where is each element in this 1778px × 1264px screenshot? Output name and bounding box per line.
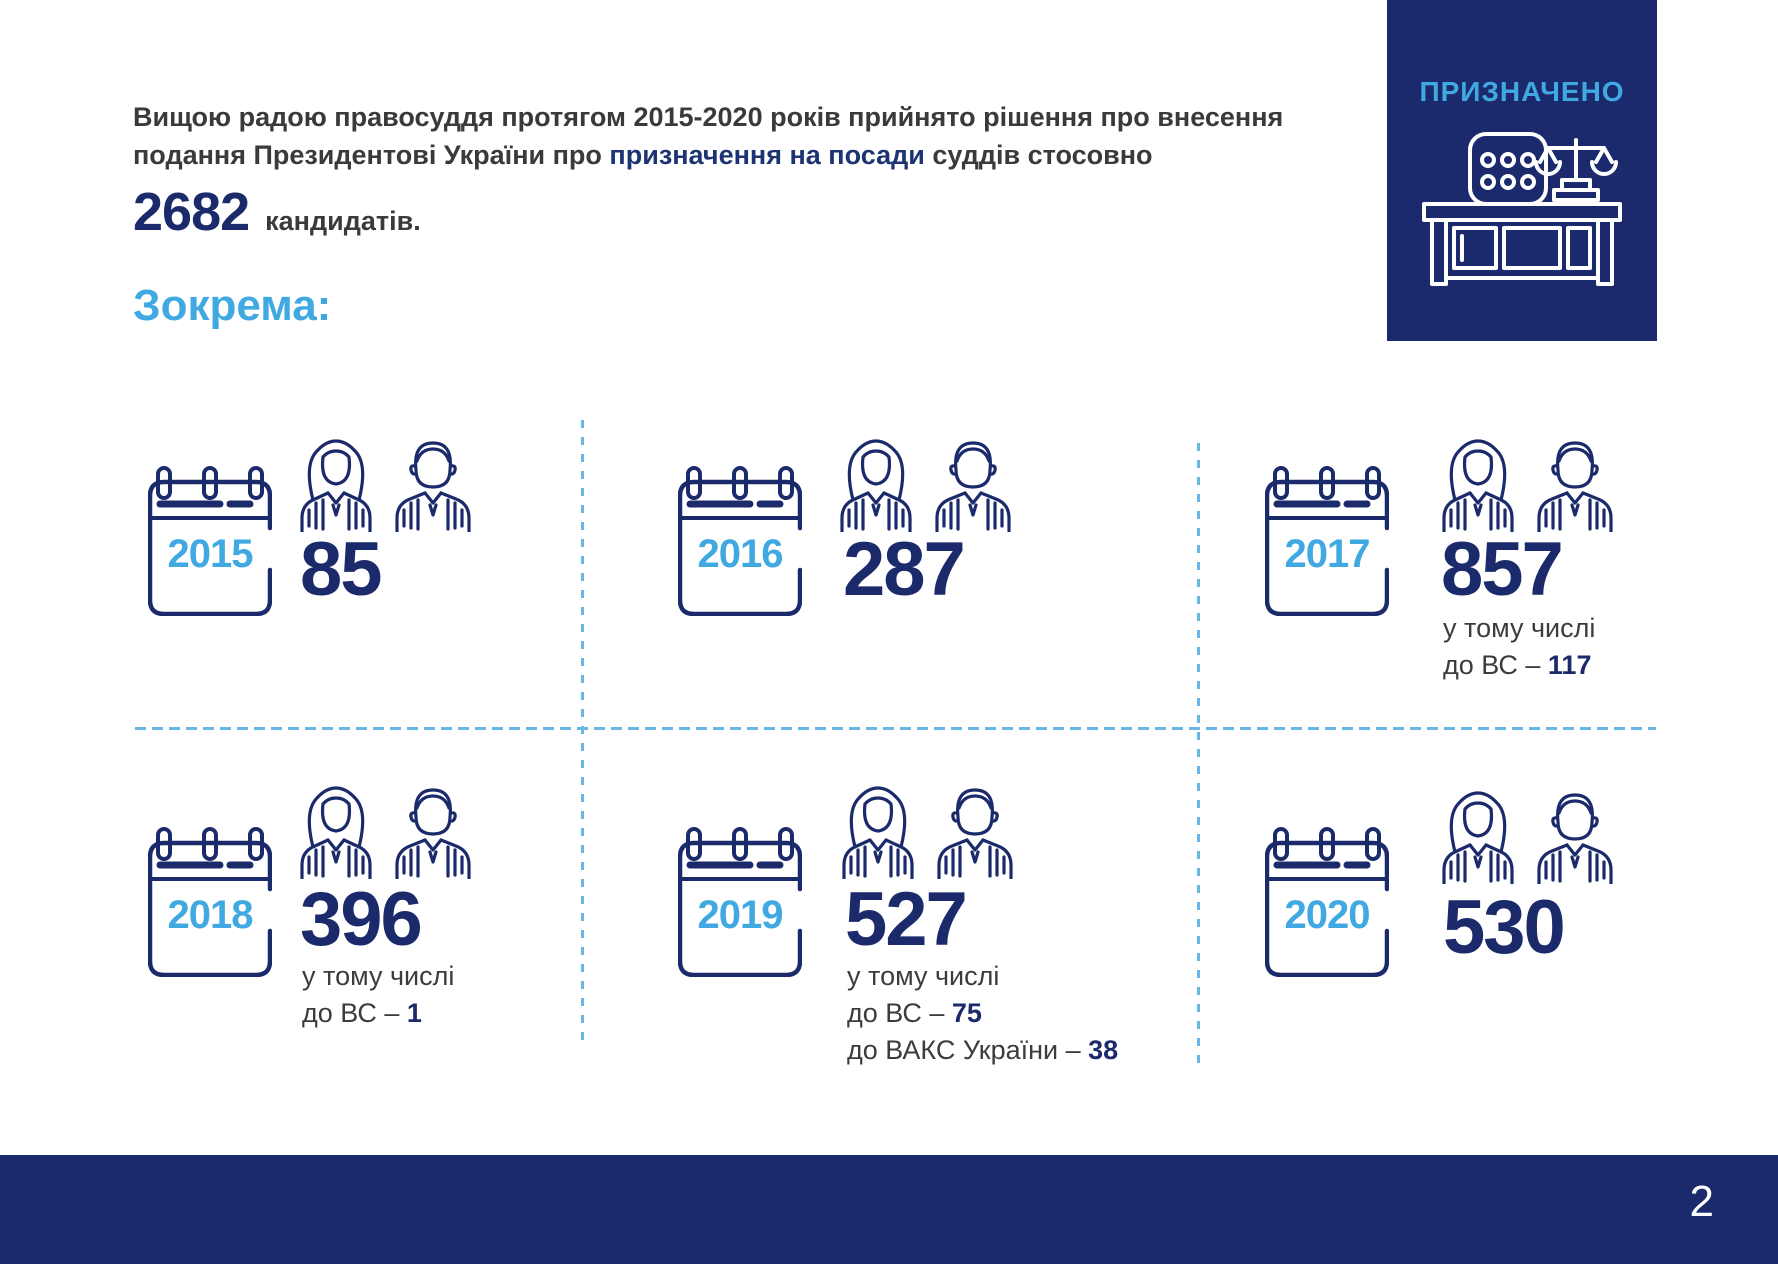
male-judge-icon bbox=[390, 783, 476, 879]
year-label: 2017 bbox=[1284, 532, 1371, 576]
judges-icons-2020 bbox=[1440, 788, 1618, 884]
intro-paragraph: Вищою радою правосуддя протягом 2015-202… bbox=[133, 98, 1373, 240]
details-2019: у тому числі до ВС – 75 до ВАКС України … bbox=[847, 958, 1118, 1069]
detail-line: до ВАКС України – 38 bbox=[847, 1035, 1119, 1065]
female-judge-icon bbox=[298, 438, 374, 532]
calendar-icon-2020: 2020 bbox=[1265, 827, 1389, 977]
calendar-icon-2018: 2018 bbox=[148, 827, 272, 977]
detail-line: до ВС – 117 bbox=[1443, 650, 1592, 680]
year-label: 2015 bbox=[167, 532, 254, 576]
total-row: 2682 кандидатів. bbox=[133, 184, 1373, 240]
calendar-icon-2015: 2015 bbox=[148, 466, 272, 616]
intro-line-2-suffix: суддів стосовно bbox=[924, 140, 1153, 170]
detail-line: до ВС – 1 bbox=[302, 998, 422, 1028]
year-label: 2016 bbox=[697, 532, 784, 576]
year-label: 2020 bbox=[1284, 893, 1371, 937]
judges-icons-2017 bbox=[1440, 436, 1618, 532]
calendar-icon-2017: 2017 bbox=[1265, 466, 1389, 616]
detail-line: у тому числі bbox=[847, 961, 1000, 991]
total-candidates-number: 2682 bbox=[133, 182, 250, 242]
female-judge-icon bbox=[840, 785, 916, 879]
divider-vertical-right bbox=[1197, 443, 1200, 1070]
appointed-badge: ПРИЗНАЧЕНО bbox=[1387, 0, 1657, 341]
year-label: 2018 bbox=[167, 893, 254, 937]
footer-bar: 2 bbox=[0, 1155, 1778, 1264]
count-2015: 85 bbox=[300, 527, 383, 612]
male-judge-icon bbox=[930, 436, 1016, 532]
intro-line-2-highlight: призначення на посади bbox=[609, 140, 925, 170]
intro-line-1: Вищою радою правосуддя протягом 2015-202… bbox=[133, 102, 1284, 132]
count-2019: 527 bbox=[845, 877, 968, 962]
male-judge-icon bbox=[932, 783, 1018, 879]
intro-line-2: подання Президентові України про признач… bbox=[133, 136, 1373, 174]
count-2020: 530 bbox=[1443, 885, 1566, 970]
appointed-badge-label: ПРИЗНАЧЕНО bbox=[1419, 76, 1625, 107]
divider-horizontal bbox=[135, 727, 1656, 730]
male-judge-icon bbox=[1532, 788, 1618, 884]
judges-icons-2015 bbox=[298, 436, 476, 532]
male-judge-icon bbox=[1532, 436, 1618, 532]
intro-line-2-prefix: подання Президентові України про bbox=[133, 140, 610, 170]
detail-line: до ВС – 75 bbox=[847, 998, 982, 1028]
page-number: 2 bbox=[1689, 1177, 1714, 1226]
judge-desk-scales-icon bbox=[1422, 130, 1622, 290]
year-label: 2019 bbox=[697, 893, 784, 937]
detail-line: у тому числі bbox=[302, 961, 455, 991]
details-2017: у тому числі до ВС – 117 bbox=[1443, 610, 1595, 684]
judges-icons-2018 bbox=[298, 783, 476, 879]
judges-icons-2016 bbox=[838, 436, 1016, 532]
calendar-icon-2019: 2019 bbox=[678, 827, 802, 977]
detail-line: у тому числі bbox=[1443, 613, 1596, 643]
count-2016: 287 bbox=[843, 527, 966, 612]
divider-vertical-left bbox=[581, 420, 584, 1045]
female-judge-icon bbox=[298, 785, 374, 879]
details-2018: у тому числі до ВС – 1 bbox=[302, 958, 454, 1032]
female-judge-icon bbox=[838, 438, 914, 532]
female-judge-icon bbox=[1440, 438, 1516, 532]
count-2018: 396 bbox=[300, 877, 423, 962]
female-judge-icon bbox=[1440, 790, 1516, 884]
count-2017: 857 bbox=[1441, 527, 1564, 612]
judges-icons-2019 bbox=[840, 783, 1018, 879]
male-judge-icon bbox=[390, 436, 476, 532]
subheading: Зокрема: bbox=[133, 281, 332, 330]
calendar-icon-2016: 2016 bbox=[678, 466, 802, 616]
total-candidates-label: кандидатів. bbox=[265, 206, 421, 236]
